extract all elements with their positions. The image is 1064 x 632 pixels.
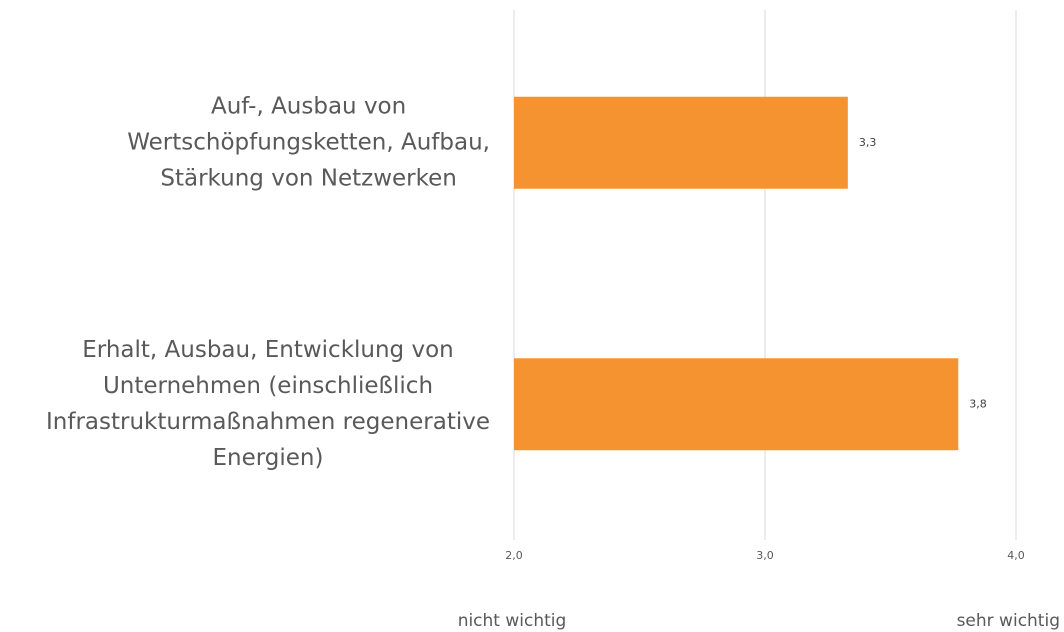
x-tick-label: 3,0 bbox=[756, 549, 774, 562]
y-tick-label: Unternehmen (einschließlich bbox=[103, 373, 433, 399]
data-label: 3,3 bbox=[859, 136, 877, 149]
data-label: 3,8 bbox=[969, 397, 987, 410]
y-tick-label: Wertschöpfungsketten, Aufbau, bbox=[127, 129, 490, 155]
bar bbox=[514, 358, 959, 451]
axis-caption: sehr wichtig bbox=[957, 611, 1060, 631]
y-tick-label: Auf-, Ausbau von bbox=[211, 93, 406, 119]
bar bbox=[514, 96, 848, 189]
axis-caption: nicht wichtig bbox=[458, 611, 567, 631]
x-tick-label: 2,0 bbox=[505, 549, 523, 562]
y-tick-label: Erhalt, Ausbau, Entwicklung von bbox=[82, 337, 453, 363]
x-tick-label: 4,0 bbox=[1007, 549, 1025, 562]
y-tick-label: Infrastrukturmaßnahmen regenerative bbox=[46, 409, 490, 435]
y-tick-label: Stärkung von Netzwerken bbox=[160, 165, 457, 191]
y-tick-label: Energien) bbox=[212, 445, 323, 471]
